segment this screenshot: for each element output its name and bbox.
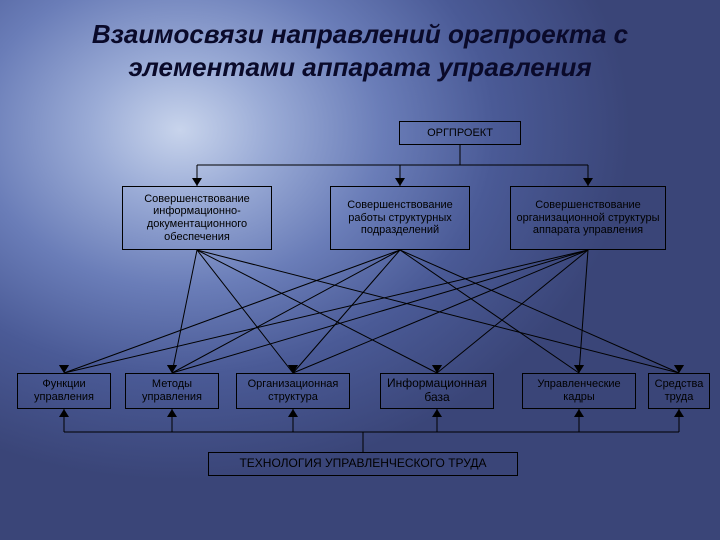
slide-title: Взаимосвязи направлений оргпроекта с эле… [0,18,720,83]
bottom-box-5-label: Управленческие кадры [525,378,633,403]
bottom-box-4-label: Информационная база [383,377,491,405]
bottom-box-1: Функции управления [17,373,111,409]
top-box-label: ОРГПРОЕКТ [427,127,493,140]
mid-box-2-label: Совершенствование работы структурных под… [333,199,467,237]
title-line-2: элементами аппарата управления [128,52,591,82]
footer-box: ТЕХНОЛОГИЯ УПРАВЛЕНЧЕСКОГО ТРУДА [208,452,518,476]
bottom-box-6: Средства труда [648,373,710,409]
mid-box-3: Совершенствование организационной структ… [510,186,666,250]
top-box: ОРГПРОЕКТ [399,121,521,145]
title-line-1: Взаимосвязи направлений оргпроекта с [92,19,628,49]
bottom-box-2-label: Методы управления [128,378,216,403]
slide: Взаимосвязи направлений оргпроекта с эле… [0,0,720,540]
mid-box-3-label: Совершенствование организационной структ… [513,199,663,237]
bottom-box-1-label: Функции управления [20,378,108,403]
footer-box-label: ТЕХНОЛОГИЯ УПРАВЛЕНЧЕСКОГО ТРУДА [239,457,486,471]
bottom-box-5: Управленческие кадры [522,373,636,409]
mid-box-1: Совершенствование информационно-документ… [122,186,272,250]
bottom-box-3-label: Организационная структура [239,378,347,403]
bottom-box-4: Информационная база [380,373,494,409]
bottom-box-6-label: Средства труда [651,378,707,403]
bottom-box-3: Организационная структура [236,373,350,409]
mid-box-1-label: Совершенствование информационно-документ… [125,193,269,244]
mid-box-2: Совершенствование работы структурных под… [330,186,470,250]
bottom-box-2: Методы управления [125,373,219,409]
